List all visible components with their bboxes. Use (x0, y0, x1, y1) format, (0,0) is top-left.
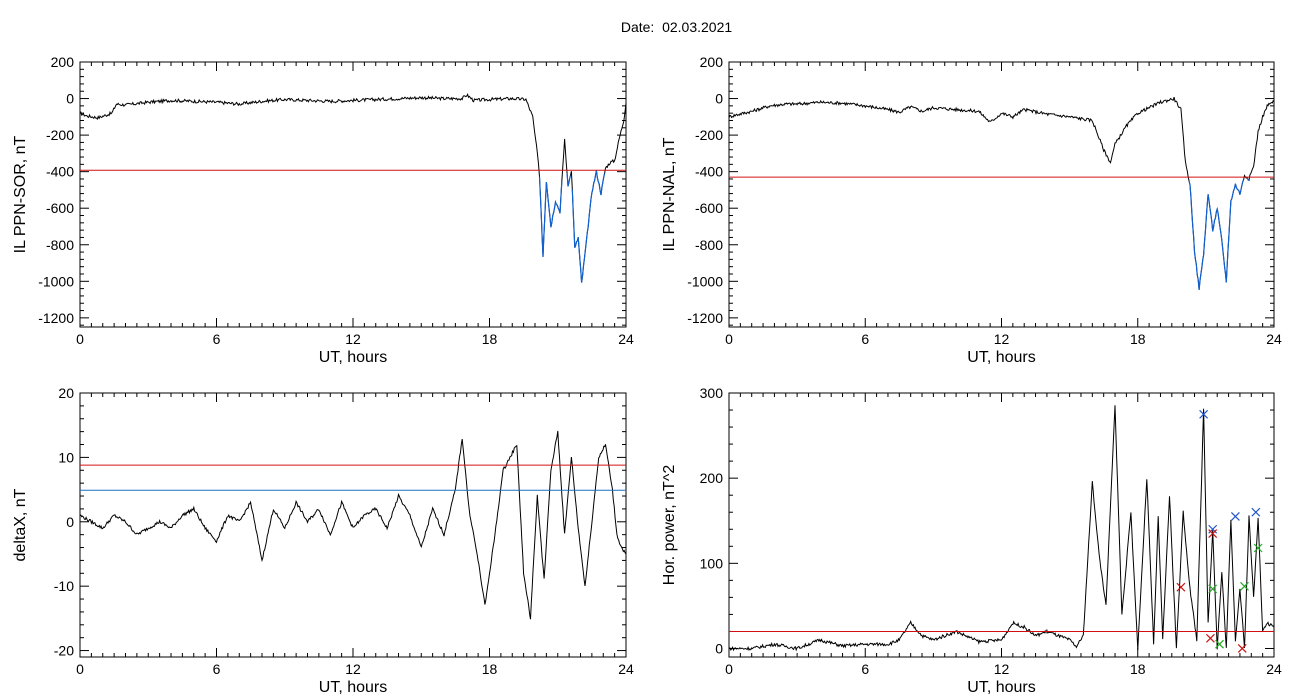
chart-panel-3: 0 6 12 18 24 20 10 0 -10 -20 UT, hours deltaX, nT (12, 385, 634, 696)
y-axis-label: IL PPN-NAL, nT (661, 137, 678, 251)
y-tick-label: -400 (695, 164, 723, 180)
x-axis-label: UT, hours (967, 679, 1035, 696)
y-tick-label: -200 (46, 127, 74, 143)
y-tick-label: 0 (66, 91, 74, 107)
y-tick-label: 200 (51, 54, 75, 70)
y-tick-label: -400 (46, 164, 74, 180)
x-tick-label: 0 (76, 661, 84, 677)
chart-panel-4: 0 6 12 18 24 300 200 100 0 UT, hours Hor. power, n… (661, 385, 1282, 696)
x-tick-label: 18 (1130, 661, 1146, 677)
plot-frame (79, 392, 627, 658)
x-tick-label: 6 (861, 661, 869, 677)
y-tick-label: 10 (58, 449, 74, 465)
highlight-segment (538, 170, 606, 283)
x-tick-label: 6 (213, 661, 221, 677)
marker-green (1208, 584, 1218, 594)
x-tick-label: 12 (345, 661, 361, 677)
y-tick-label: -800 (46, 237, 74, 253)
marker-blue (1251, 507, 1261, 517)
x-tick-label: 24 (1266, 661, 1282, 677)
y-tick-label: 0 (715, 91, 723, 107)
series-line (80, 92, 626, 283)
y-tick-label: -1000 (687, 273, 723, 289)
y-axis-label: deltaX, nT (12, 488, 29, 561)
x-tick-label: 0 (725, 331, 733, 347)
y-tick-label: 200 (700, 470, 724, 486)
chart-panel-2: 0 6 12 18 24 200 0 -200 -400 -600 -800 -1000 -1200 UT… (661, 54, 1282, 366)
y-tick-label: 0 (66, 514, 74, 530)
y-tick-label: -600 (46, 200, 74, 216)
x-tick-label: 24 (618, 331, 634, 347)
chart-panel-1: 0 6 12 18 24 200 0 -200 -400 -600 -800 -1000 -1200 UT… (12, 54, 634, 366)
y-tick-label: -800 (695, 237, 723, 253)
x-tick-label: 24 (1266, 331, 1282, 347)
marker-green (1240, 581, 1249, 591)
series-line (729, 405, 1274, 652)
y-tick-label: 200 (700, 54, 724, 70)
plot-frame (728, 392, 1275, 658)
y-tick-label: -200 (695, 127, 723, 143)
x-tick-label: 18 (482, 331, 498, 347)
y-tick-label: 20 (58, 385, 74, 401)
x-tick-label: 24 (618, 661, 634, 677)
x-tick-label: 6 (861, 331, 869, 347)
marker-green (1253, 543, 1263, 553)
y-tick-label: -1000 (38, 273, 74, 289)
series-line (729, 96, 1274, 291)
x-tick-label: 18 (482, 661, 498, 677)
marker-red (1176, 582, 1186, 592)
x-tick-label: 6 (213, 331, 221, 347)
x-axis-label: UT, hours (319, 349, 387, 366)
marker-green (1215, 639, 1224, 649)
y-tick-label: -20 (54, 643, 74, 659)
y-axis-label: IL PPN-SOR, nT (12, 135, 29, 253)
y-axis-label: Hor. power, nT^2 (661, 465, 678, 586)
series-line (80, 430, 626, 620)
figure-title: Date: 02.03.2021 (620, 19, 733, 35)
x-tick-label: 12 (994, 331, 1010, 347)
x-tick-label: 12 (345, 331, 361, 347)
highlight-segment (1188, 177, 1250, 291)
y-tick-label: -10 (54, 578, 74, 594)
x-tick-label: 18 (1130, 331, 1146, 347)
x-tick-label: 12 (994, 661, 1010, 677)
marker-red (1205, 633, 1215, 643)
y-tick-label: -1200 (687, 310, 723, 326)
marker-red (1208, 529, 1218, 538)
marker-blue (1230, 512, 1240, 521)
y-tick-label: 100 (700, 555, 724, 571)
x-tick-label: 0 (725, 661, 733, 677)
y-tick-label: 0 (715, 640, 723, 656)
x-tick-label: 0 (76, 331, 84, 347)
y-tick-label: 300 (700, 385, 724, 401)
y-tick-label: -1200 (38, 310, 74, 326)
marker-blue (1208, 524, 1218, 534)
marker-red (1237, 644, 1247, 653)
plot-frame (728, 61, 1275, 328)
x-axis-label: UT, hours (319, 679, 387, 696)
marker-blue (1199, 409, 1209, 419)
x-axis-label: UT, hours (967, 349, 1035, 366)
y-tick-label: -600 (695, 200, 723, 216)
